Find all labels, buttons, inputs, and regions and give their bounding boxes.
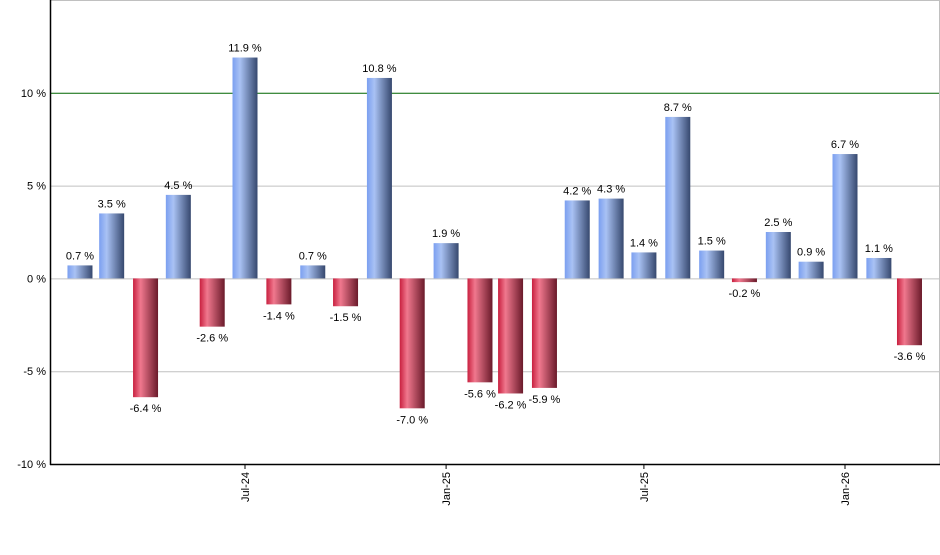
data-label: -0.2 % xyxy=(729,288,761,300)
data-label: 0.7 % xyxy=(66,250,94,262)
bar xyxy=(133,278,159,398)
bar xyxy=(564,200,590,279)
y-tick-label: -10 % xyxy=(17,459,46,471)
data-label: -5.6 % xyxy=(464,388,496,400)
data-label: 4.5 % xyxy=(164,180,192,192)
bar xyxy=(333,278,359,307)
bar xyxy=(67,265,93,279)
bar xyxy=(399,278,425,409)
data-label: 0.9 % xyxy=(797,247,825,259)
data-label: 0.7 % xyxy=(299,250,327,262)
bars xyxy=(67,57,922,409)
bar xyxy=(99,213,125,279)
data-label: 8.7 % xyxy=(664,102,692,114)
bar xyxy=(531,278,557,388)
bar xyxy=(199,278,225,327)
bar xyxy=(832,154,858,279)
data-label: 2.5 % xyxy=(764,217,792,229)
bar xyxy=(731,278,757,283)
x-tick-label: Jul-25 xyxy=(639,472,651,502)
data-label: -2.6 % xyxy=(196,333,228,345)
axes: -10 % -5 % 0 % 5 % 10 % Jul-24 Jan-25 Jul-25 Jan… xyxy=(17,0,940,506)
data-label: 3.5 % xyxy=(98,198,126,210)
y-tick-label: 10 % xyxy=(21,88,46,100)
data-label: 11.9 % xyxy=(228,43,262,55)
bar xyxy=(896,278,922,346)
data-label: -1.4 % xyxy=(263,310,295,322)
data-label: 1.9 % xyxy=(432,228,460,240)
data-label: 4.3 % xyxy=(597,184,625,196)
data-label: -3.6 % xyxy=(894,351,926,363)
x-tick-label: Jan-25 xyxy=(441,472,453,506)
data-label: 4.2 % xyxy=(563,185,591,197)
data-label: -6.4 % xyxy=(130,403,162,415)
bar xyxy=(631,252,657,279)
data-label: 6.7 % xyxy=(831,139,859,151)
bar xyxy=(165,194,191,279)
bar xyxy=(433,243,459,279)
bar xyxy=(498,278,524,394)
bar xyxy=(300,265,326,279)
y-tick-label: 5 % xyxy=(27,181,46,193)
bar xyxy=(665,116,691,279)
data-label: 1.4 % xyxy=(630,237,658,249)
x-tick-label: Jul-24 xyxy=(240,472,252,502)
data-label: 10.8 % xyxy=(362,63,396,75)
data-label: -7.0 % xyxy=(396,414,428,426)
bar xyxy=(598,198,624,279)
data-label: 1.1 % xyxy=(865,243,893,255)
bar xyxy=(699,250,725,279)
bar xyxy=(366,77,392,279)
data-label: 1.5 % xyxy=(698,236,726,248)
bar xyxy=(232,57,258,279)
data-label: -1.5 % xyxy=(330,312,362,324)
bar xyxy=(866,257,892,279)
y-tick-label: -5 % xyxy=(23,366,46,378)
y-tick-label: 0 % xyxy=(27,273,46,285)
data-label: -5.9 % xyxy=(529,394,561,406)
bar xyxy=(765,232,791,279)
data-label: -6.2 % xyxy=(495,399,527,411)
data-labels: 0.7 % 3.5 % -6.4 % 4.5 % -2.6 % 11.9 % -1.4 % 0… xyxy=(66,43,926,427)
bar xyxy=(798,261,824,279)
bar xyxy=(467,278,493,383)
x-tick-label: Jan-26 xyxy=(840,472,852,506)
bar xyxy=(266,278,292,305)
